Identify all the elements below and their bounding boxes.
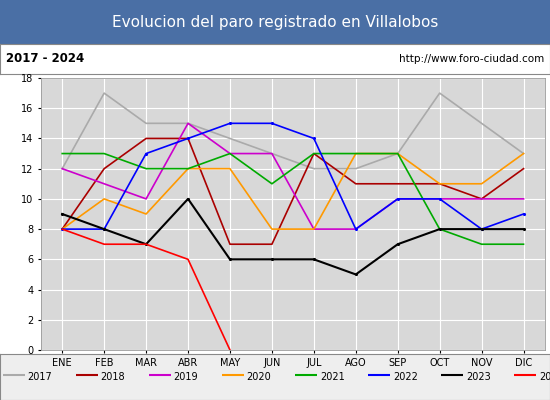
Text: 2022: 2022 xyxy=(393,372,418,382)
Text: 2017: 2017 xyxy=(28,372,52,382)
Text: 2023: 2023 xyxy=(466,372,491,382)
Text: 2020: 2020 xyxy=(247,372,272,382)
Text: http://www.foro-ciudad.com: http://www.foro-ciudad.com xyxy=(399,54,544,64)
Text: 2019: 2019 xyxy=(174,372,198,382)
Text: 2018: 2018 xyxy=(101,372,125,382)
Text: 2017 - 2024: 2017 - 2024 xyxy=(6,52,84,66)
Text: Evolucion del paro registrado en Villalobos: Evolucion del paro registrado en Villalo… xyxy=(112,14,438,30)
Text: 2021: 2021 xyxy=(320,372,344,382)
Text: 2024: 2024 xyxy=(539,372,550,382)
